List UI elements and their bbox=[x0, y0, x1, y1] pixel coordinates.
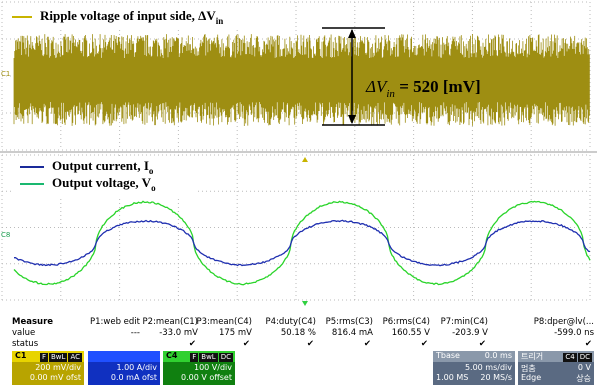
channel-marker: C1 bbox=[1, 70, 10, 78]
status-check: ✔ bbox=[189, 339, 196, 349]
channel-offset: 0.00 V offset bbox=[181, 373, 232, 382]
trigger-slope: 상승 bbox=[576, 373, 591, 384]
measure-value: -203.9 V bbox=[452, 328, 488, 338]
measure-value: --- bbox=[131, 328, 140, 338]
channel-scale: 200 mV/div bbox=[35, 363, 81, 372]
flag: BwL bbox=[49, 353, 67, 362]
legend-sub: o bbox=[151, 183, 156, 193]
channel-header bbox=[88, 351, 160, 362]
status-check: ✔ bbox=[479, 339, 486, 349]
status-check: ✔ bbox=[307, 339, 314, 349]
column-header: P2:mean(C1) bbox=[143, 317, 198, 327]
channel-scale: 1.00 A/div bbox=[116, 363, 157, 372]
channel-scale: 100 V/div bbox=[194, 363, 232, 372]
legend-text: Output current, I bbox=[52, 158, 149, 173]
row-label: status bbox=[12, 339, 38, 349]
timebase-points: 1.00 MS bbox=[436, 373, 468, 382]
scope-screen: Ripple voltage of input side, ΔVinΔVin =… bbox=[0, 0, 597, 385]
status-check: ✔ bbox=[364, 339, 371, 349]
channel-offset: 0.0 mA ofst bbox=[111, 373, 157, 382]
channel-label: C4 bbox=[166, 351, 177, 360]
trigger-level: 0 V bbox=[578, 363, 591, 372]
ripple-trace bbox=[14, 34, 589, 126]
annotation-prefix: ΔV bbox=[365, 77, 389, 96]
trigger-marker bbox=[302, 157, 308, 162]
channel-offset: 0.00 mV ofst bbox=[30, 373, 81, 382]
row-label: value bbox=[12, 328, 35, 338]
legend-text: Output voltage, V bbox=[52, 175, 152, 190]
flag: C4 bbox=[563, 353, 576, 362]
measure-value: 175 mV bbox=[219, 328, 252, 338]
trigger-type: Edge bbox=[521, 373, 541, 382]
column-header: P1:web edit bbox=[90, 317, 140, 327]
timebase-rate: 20 MS/s bbox=[480, 373, 512, 382]
flag: BwL bbox=[199, 353, 217, 362]
legend-text: Ripple voltage of input side, ΔV bbox=[40, 8, 216, 23]
measure-value: 50.18 % bbox=[281, 328, 316, 338]
measure-value: 160.55 V bbox=[392, 328, 430, 338]
annotation-suffix: = 520 [mV] bbox=[395, 77, 481, 96]
status-check: ✔ bbox=[243, 339, 250, 349]
timebase-delay: 0.0 ms bbox=[485, 351, 512, 360]
measure-title: Measure bbox=[12, 317, 53, 327]
legend-sub: in bbox=[216, 16, 224, 26]
channel-marker: C8 bbox=[1, 231, 10, 239]
trigger-label: 트리거 bbox=[521, 351, 543, 362]
column-header: P4:duty(C4) bbox=[265, 317, 316, 327]
flag: DC bbox=[219, 353, 233, 362]
column-header: P6:rms(C4) bbox=[383, 317, 430, 327]
flag: F bbox=[40, 353, 48, 362]
column-header: P5:rms(C3) bbox=[326, 317, 373, 327]
channel-label: C1 bbox=[15, 351, 26, 360]
measure-value: -599.0 ns bbox=[554, 328, 594, 338]
status-check: ✔ bbox=[585, 339, 592, 349]
trigger-marker bbox=[302, 301, 308, 306]
flag: AC bbox=[68, 353, 82, 362]
column-header: P7:min(C4) bbox=[441, 317, 488, 327]
flag: DC bbox=[578, 353, 592, 362]
flag: F bbox=[190, 353, 198, 362]
column-header: P3:mean(C4) bbox=[197, 317, 252, 327]
voltage-trace bbox=[14, 201, 590, 284]
timebase-scale: 5.00 ms/div bbox=[465, 363, 512, 372]
measure-value: -33.0 mV bbox=[159, 328, 198, 338]
column-header: P8:dper@lv(... bbox=[534, 317, 594, 327]
measure-value: 816.4 mA bbox=[332, 328, 373, 338]
status-check: ✔ bbox=[421, 339, 428, 349]
timebase-label: Tbase bbox=[436, 351, 460, 360]
